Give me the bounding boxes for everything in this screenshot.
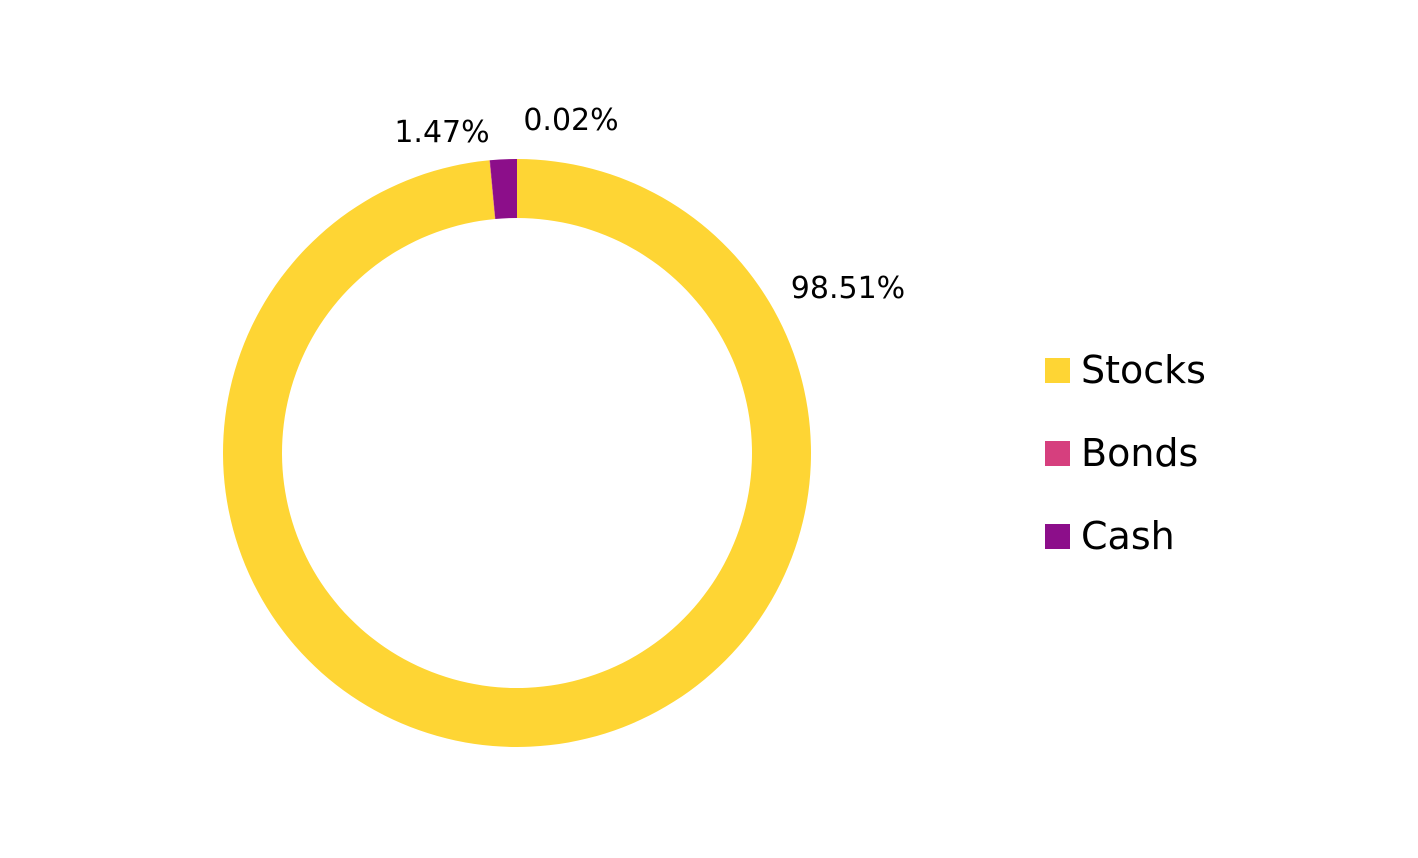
data-label-stocks: 98.51% bbox=[791, 271, 905, 306]
legend-swatch-cash bbox=[1045, 524, 1070, 549]
legend-label-bonds: Bonds bbox=[1081, 431, 1198, 475]
slice-stocks bbox=[223, 159, 812, 747]
legend-label-cash: Cash bbox=[1081, 514, 1175, 558]
slice-cash bbox=[489, 159, 517, 220]
legend: Stocks Bonds Cash bbox=[1045, 348, 1206, 558]
data-label-cash: 1.47% bbox=[394, 115, 489, 150]
donut-slices bbox=[223, 159, 812, 747]
data-label-bonds: 0.02% bbox=[523, 103, 618, 138]
data-labels: 98.51% 0.02% 1.47% bbox=[394, 103, 905, 306]
legend-swatch-stocks bbox=[1045, 358, 1070, 383]
legend-swatch-bonds bbox=[1045, 441, 1070, 466]
legend-label-stocks: Stocks bbox=[1081, 348, 1206, 392]
slice-bonds bbox=[489, 160, 496, 220]
